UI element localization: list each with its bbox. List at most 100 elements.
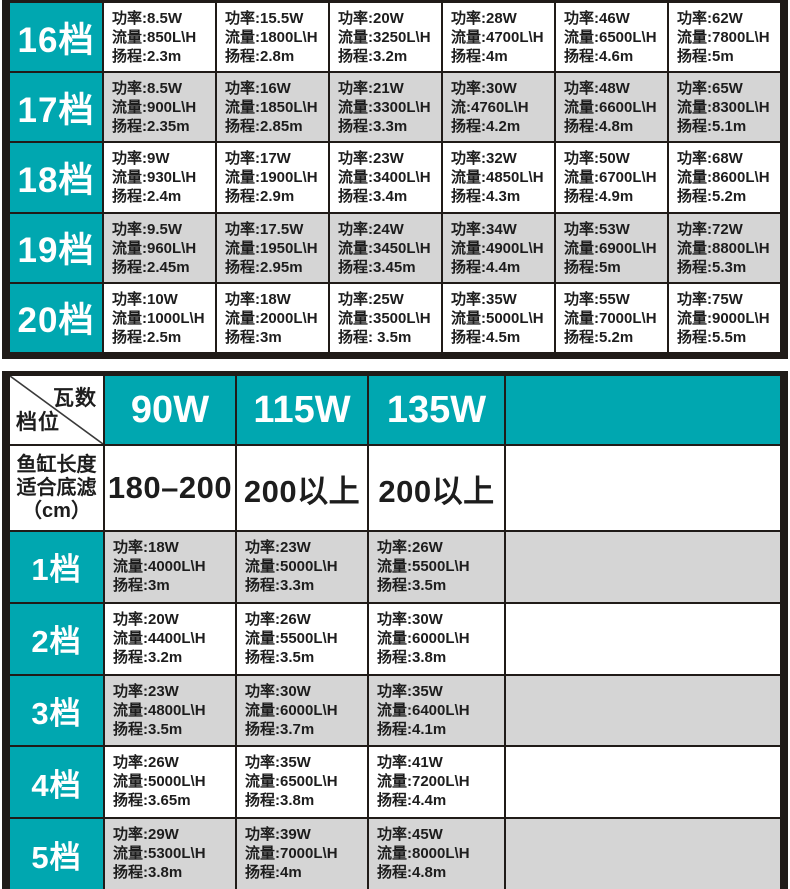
tank-size-label-line: 适合底滤 bbox=[16, 476, 97, 499]
flow-line: 流:4760L\H bbox=[451, 99, 529, 117]
head-line: 扬程:5.3m bbox=[677, 258, 747, 276]
diagonal-line bbox=[10, 376, 103, 444]
spec-cell: 功率:50W 流量:6700L\H 扬程:4.9m bbox=[556, 143, 667, 212]
head-line: 扬程:4.4m bbox=[451, 258, 521, 276]
spec-cell: 功率:16W 流量:1850L\H 扬程:2.85m bbox=[217, 73, 328, 142]
head-line: 扬程:2.35m bbox=[112, 118, 190, 136]
flow-line: 流量:4850L\H bbox=[451, 169, 544, 187]
head-line: 扬程:5.1m bbox=[677, 118, 747, 136]
wattage-column-header: 135W bbox=[369, 376, 504, 444]
gear-row-label: 2档 bbox=[10, 603, 103, 674]
power-line: 功率:18W bbox=[113, 539, 179, 556]
flow-line: 流量:5000L\H bbox=[245, 558, 338, 575]
head-line: 扬程:2.5m bbox=[112, 328, 182, 346]
power-line: 功率:41W bbox=[377, 754, 443, 772]
head-line: 扬程:3.4m bbox=[338, 188, 408, 206]
flow-line: 流量:1900L\H bbox=[225, 169, 318, 187]
head-line: 扬程:4.5m bbox=[451, 328, 521, 346]
head-line: 扬程:4m bbox=[245, 864, 302, 882]
flow-line: 流量:1950L\H bbox=[225, 239, 318, 257]
power-line: 功率:26W bbox=[113, 754, 179, 772]
flow-line: 流量:4400L\H bbox=[113, 629, 206, 647]
flow-line: 流量:1850L\H bbox=[225, 99, 318, 117]
flow-line: 流量:7200L\H bbox=[377, 773, 470, 791]
flow-line: 流量:6000L\H bbox=[245, 701, 338, 719]
power-line: 功率:30W bbox=[451, 80, 517, 98]
power-line: 功率:75W bbox=[677, 290, 743, 308]
power-line: 功率:16W bbox=[225, 80, 291, 98]
spec-cell: 功率:30W 流量:6000L\H 扬程:3.8m bbox=[369, 603, 504, 674]
power-line: 功率:28W bbox=[451, 10, 517, 27]
power-line: 功率:48W bbox=[564, 80, 630, 98]
spec-cell: 功率:48W 流量:6600L\H 扬程:4.8m bbox=[556, 73, 667, 142]
spec-cell: 功率:8.5W 流量:850L\H 扬程:2.3m bbox=[104, 3, 215, 72]
empty-header-cell bbox=[506, 376, 780, 444]
spec-cell: 功率:15.5W 流量:1800L\H 扬程:2.8m bbox=[217, 3, 328, 72]
head-line: 扬程:2.9m bbox=[225, 188, 295, 206]
power-line: 功率:72W bbox=[677, 220, 743, 238]
power-line: 功率:18W bbox=[225, 290, 291, 308]
spec-cell: 功率:10W 流量:1000L\H 扬程:2.5m bbox=[104, 283, 215, 352]
head-line: 扬程:4.6m bbox=[564, 48, 634, 65]
head-line: 扬程:4.4m bbox=[377, 792, 447, 810]
flow-line: 流量:8800L\H bbox=[677, 239, 770, 257]
wattage-column-header: 90W bbox=[105, 376, 235, 444]
head-line: 扬程:3m bbox=[113, 577, 170, 594]
gear-row-label: 1档 bbox=[10, 532, 103, 602]
flow-line: 流量:930L\H bbox=[112, 169, 197, 187]
flow-line: 流量:6600L\H bbox=[564, 99, 657, 117]
flow-line: 流量:2000L\H bbox=[225, 309, 318, 327]
spec-cell: 功率:8.5W 流量:900L\H 扬程:2.35m bbox=[104, 73, 215, 142]
spec-cell: 功率:28W 流量:4700L\H 扬程:4m bbox=[443, 3, 554, 72]
corner-gear-label: 档位 bbox=[16, 411, 60, 434]
head-line: 扬程:4.1m bbox=[377, 720, 447, 738]
head-line: 扬程:5m bbox=[677, 48, 734, 65]
flow-line: 流量:4000L\H bbox=[113, 558, 206, 575]
tank-size-value: 200以上 bbox=[369, 446, 504, 530]
head-line: 扬程:3.3m bbox=[338, 118, 408, 136]
spec-cell: 功率:34W 流量:4900L\H 扬程:4.4m bbox=[443, 213, 554, 282]
spec-cell: 功率:18W 流量:2000L\H 扬程:3m bbox=[217, 283, 328, 352]
spec-cell: 功率:18W 流量:4000L\H 扬程:3m bbox=[105, 532, 235, 602]
spec-cell: 功率:46W 流量:6500L\H 扬程:4.6m bbox=[556, 3, 667, 72]
spec-cell: 功率:41W 流量:7200L\H 扬程:4.4m bbox=[369, 747, 504, 818]
gear-row-label: 3档 bbox=[10, 675, 103, 746]
head-line: 扬程:5.2m bbox=[564, 328, 634, 346]
spec-cell: 功率:26W 流量:5500L\H 扬程:3.5m bbox=[237, 603, 367, 674]
head-line: 扬程: 3.5m bbox=[338, 328, 412, 346]
spec-cell: 功率:30W 流:4760L\H 扬程:4.2m bbox=[443, 73, 554, 142]
tank-size-label-line: 鱼缸长度 bbox=[16, 453, 97, 476]
head-line: 扬程:4.2m bbox=[451, 118, 521, 136]
spec-cell: 功率:21W 流量:3300L\H 扬程:3.3m bbox=[330, 73, 441, 142]
flow-line: 流量:6400L\H bbox=[377, 701, 470, 719]
power-line: 功率:39W bbox=[245, 826, 311, 844]
flow-line: 流量:5300L\H bbox=[113, 845, 206, 863]
empty-tank-cell bbox=[506, 446, 780, 530]
head-line: 扬程:3.2m bbox=[338, 48, 408, 65]
power-line: 功率:20W bbox=[338, 10, 404, 27]
flow-line: 流量:4800L\H bbox=[113, 701, 206, 719]
power-line: 功率:26W bbox=[377, 539, 443, 556]
flow-line: 流量:3450L\H bbox=[338, 239, 431, 257]
flow-line: 流量:4700L\H bbox=[451, 29, 544, 46]
spec-cell: 功率:65W 流量:8300L\H 扬程:5.1m bbox=[669, 73, 780, 142]
spec-cell: 功率:35W 流量:5000L\H 扬程:4.5m bbox=[443, 283, 554, 352]
flow-line: 流量:4900L\H bbox=[451, 239, 544, 257]
power-line: 功率:8.5W bbox=[112, 10, 183, 27]
head-line: 扬程:3.5m bbox=[377, 577, 447, 594]
corner-wattage-label: 瓦数 bbox=[53, 387, 97, 410]
power-line: 功率:32W bbox=[451, 150, 517, 168]
flow-line: 流量:8000L\H bbox=[377, 845, 470, 863]
empty-cell bbox=[506, 819, 780, 889]
power-line: 功率:62W bbox=[677, 10, 743, 27]
head-line: 扬程:3.7m bbox=[245, 720, 315, 738]
flow-line: 流量:5000L\H bbox=[451, 309, 544, 327]
flow-line: 流量:9000L\H bbox=[677, 309, 770, 327]
head-line: 扬程:4m bbox=[451, 48, 508, 65]
power-line: 功率:21W bbox=[338, 80, 404, 98]
head-line: 扬程:3.8m bbox=[377, 648, 447, 666]
head-line: 扬程:2.3m bbox=[112, 48, 182, 65]
spec-cell: 功率:25W 流量:3500L\H 扬程: 3.5m bbox=[330, 283, 441, 352]
flow-line: 流量:7800L\H bbox=[677, 29, 770, 46]
flow-line: 流量:960L\H bbox=[112, 239, 197, 257]
